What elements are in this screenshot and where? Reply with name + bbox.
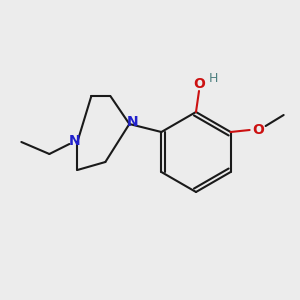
Text: O: O: [253, 123, 265, 137]
Text: O: O: [193, 77, 205, 91]
Text: N: N: [68, 134, 80, 148]
Text: H: H: [208, 71, 218, 85]
Text: N: N: [127, 115, 138, 129]
